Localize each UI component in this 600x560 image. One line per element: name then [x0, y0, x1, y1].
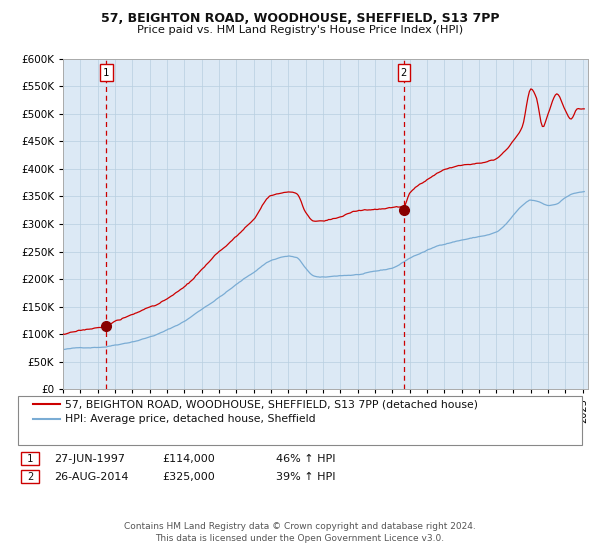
Text: £325,000: £325,000 — [162, 472, 215, 482]
Text: 2: 2 — [401, 68, 407, 78]
Text: 57, BEIGHTON ROAD, WOODHOUSE, SHEFFIELD, S13 7PP: 57, BEIGHTON ROAD, WOODHOUSE, SHEFFIELD,… — [101, 12, 499, 25]
Text: 2: 2 — [27, 472, 33, 482]
Text: 1: 1 — [27, 454, 33, 464]
Text: 46% ↑ HPI: 46% ↑ HPI — [276, 454, 335, 464]
Text: 26-AUG-2014: 26-AUG-2014 — [54, 472, 128, 482]
Text: HPI: Average price, detached house, Sheffield: HPI: Average price, detached house, Shef… — [65, 414, 316, 424]
Text: Price paid vs. HM Land Registry's House Price Index (HPI): Price paid vs. HM Land Registry's House … — [137, 25, 463, 35]
Text: 57, BEIGHTON ROAD, WOODHOUSE, SHEFFIELD, S13 7PP (detached house): 57, BEIGHTON ROAD, WOODHOUSE, SHEFFIELD,… — [65, 399, 478, 409]
Text: £114,000: £114,000 — [162, 454, 215, 464]
Text: 27-JUN-1997: 27-JUN-1997 — [54, 454, 125, 464]
Text: 1: 1 — [103, 68, 109, 78]
Text: 39% ↑ HPI: 39% ↑ HPI — [276, 472, 335, 482]
Text: Contains HM Land Registry data © Crown copyright and database right 2024.
This d: Contains HM Land Registry data © Crown c… — [124, 522, 476, 543]
